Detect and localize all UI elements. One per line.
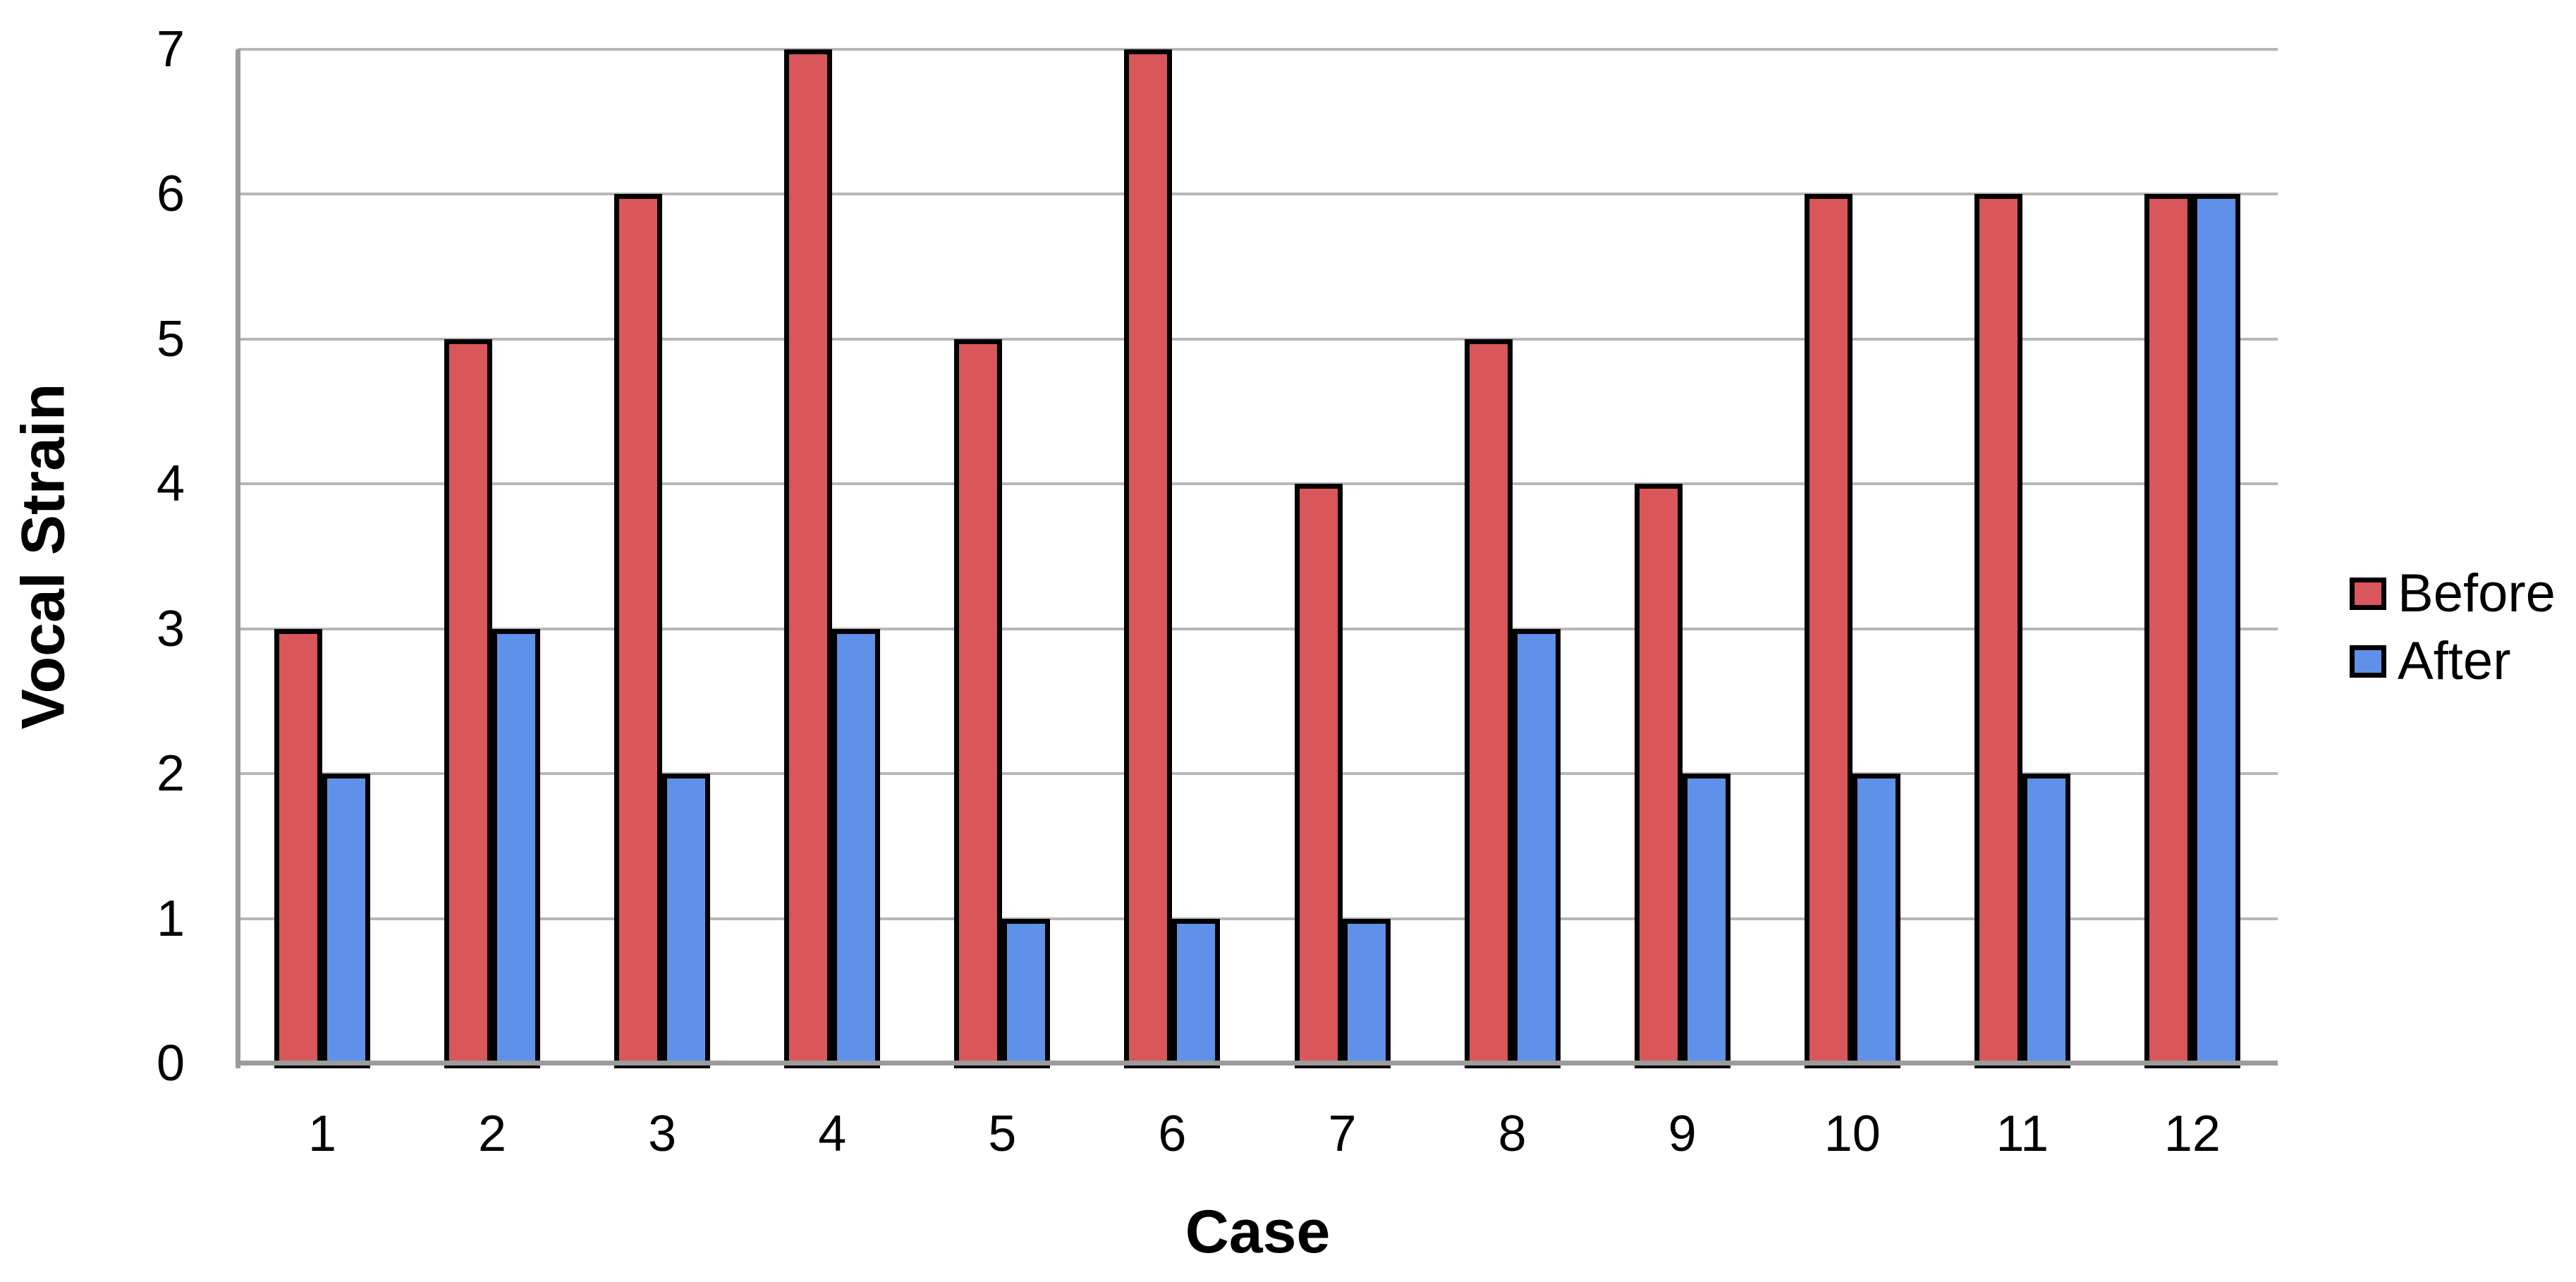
y-axis-title: Vocal Strain xyxy=(9,383,78,730)
bar-after-case-9 xyxy=(1682,774,1730,1068)
bar-before-case-12 xyxy=(2144,194,2192,1068)
bar-before-case-3 xyxy=(614,194,663,1068)
legend: Before After xyxy=(2350,563,2556,692)
x-tick-label-2: 2 xyxy=(478,1106,507,1162)
bar-after-case-1 xyxy=(322,774,370,1068)
x-axis-title: Case xyxy=(1185,1198,1331,1266)
x-tick-label-5: 5 xyxy=(988,1106,1017,1162)
gridline-y1 xyxy=(238,917,2278,920)
gridline-y7 xyxy=(238,48,2278,51)
x-tick-label-8: 8 xyxy=(1498,1106,1527,1162)
y-tick-label-2: 2 xyxy=(156,745,185,802)
bar-before-case-5 xyxy=(954,338,1003,1068)
gridline-y3 xyxy=(238,627,2278,630)
gridline-y2 xyxy=(238,772,2278,776)
bar-before-case-7 xyxy=(1294,484,1343,1068)
x-tick-label-6: 6 xyxy=(1158,1106,1187,1162)
y-tick-label-1: 1 xyxy=(156,890,185,947)
x-tick-label-12: 12 xyxy=(2163,1106,2221,1162)
bar-before-case-1 xyxy=(274,628,322,1068)
bar-before-case-8 xyxy=(1464,338,1513,1068)
bar-after-case-2 xyxy=(492,628,541,1068)
legend-label-after: After xyxy=(2398,631,2511,691)
legend-label-before: Before xyxy=(2398,563,2556,623)
bar-after-case-11 xyxy=(2022,774,2070,1068)
bar-before-case-9 xyxy=(1634,484,1683,1068)
bar-after-case-7 xyxy=(1342,918,1391,1068)
bar-after-case-10 xyxy=(1852,774,1900,1068)
x-axis-line xyxy=(238,1061,2278,1066)
bar-before-case-10 xyxy=(1804,194,1852,1068)
gridline-y4 xyxy=(238,482,2278,486)
bar-after-case-8 xyxy=(1512,628,1561,1068)
x-tick-label-1: 1 xyxy=(307,1106,337,1162)
bar-after-case-3 xyxy=(662,774,711,1068)
y-tick-label-7: 7 xyxy=(156,21,185,78)
bar-after-case-6 xyxy=(1172,918,1221,1068)
x-tick-label-11: 11 xyxy=(1996,1106,2049,1162)
y-axis-line xyxy=(236,49,240,1068)
x-tick-label-7: 7 xyxy=(1328,1106,1357,1162)
bar-before-case-11 xyxy=(1974,194,2022,1068)
legend-entry-before: Before xyxy=(2350,563,2556,625)
x-tick-label-3: 3 xyxy=(648,1106,677,1162)
x-tick-label-10: 10 xyxy=(1824,1106,1881,1162)
legend-swatch-before xyxy=(2350,578,2386,610)
y-tick-label-4: 4 xyxy=(156,456,185,513)
y-tick-label-6: 6 xyxy=(156,166,185,223)
y-tick-label-3: 3 xyxy=(156,600,185,657)
bar-before-case-4 xyxy=(784,49,833,1068)
x-tick-label-4: 4 xyxy=(818,1106,847,1162)
bar-after-case-12 xyxy=(2192,194,2240,1068)
legend-entry-after: After xyxy=(2350,630,2556,692)
gridline-y6 xyxy=(238,193,2278,196)
bar-after-case-4 xyxy=(832,628,881,1068)
gridline-y5 xyxy=(238,337,2278,341)
legend-swatch-after xyxy=(2350,645,2386,678)
bar-before-case-6 xyxy=(1124,49,1173,1068)
y-tick-label-0: 0 xyxy=(156,1035,185,1092)
y-tick-label-5: 5 xyxy=(156,310,185,367)
x-tick-label-9: 9 xyxy=(1668,1106,1697,1162)
bar-after-case-5 xyxy=(1002,918,1051,1068)
bar-before-case-2 xyxy=(444,338,493,1068)
